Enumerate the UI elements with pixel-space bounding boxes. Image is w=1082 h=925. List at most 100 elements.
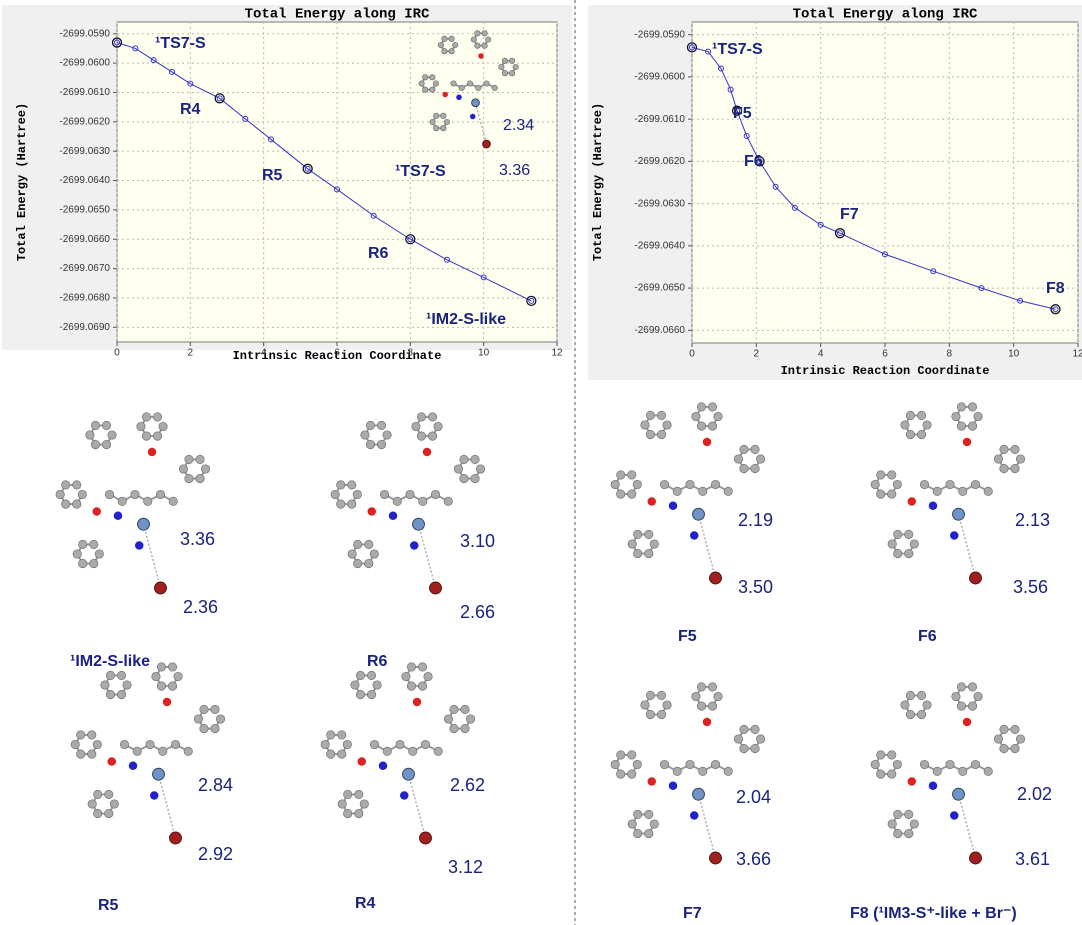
- atom: [957, 683, 966, 692]
- atom: [216, 715, 225, 724]
- atom: [90, 540, 99, 549]
- atom: [660, 760, 669, 769]
- atom: [86, 431, 95, 440]
- structure-label: F5: [678, 628, 697, 645]
- atom: [460, 455, 469, 464]
- atom: [740, 725, 749, 734]
- atom: [633, 549, 642, 558]
- atom: [633, 530, 642, 539]
- atom: [1011, 725, 1020, 734]
- atom: [336, 481, 345, 490]
- atom: [102, 421, 111, 430]
- atom-n: [456, 95, 462, 101]
- atom: [105, 790, 114, 799]
- atom: [628, 820, 637, 829]
- atom: [628, 751, 637, 760]
- atom-n: [690, 531, 699, 540]
- atom: [377, 421, 386, 430]
- atom: [502, 70, 508, 76]
- distance: 2.19: [738, 510, 773, 530]
- atom: [451, 81, 457, 87]
- atom: [893, 829, 902, 838]
- atom: [409, 747, 418, 756]
- atom: [73, 481, 82, 490]
- atom: [353, 559, 362, 568]
- atom: [383, 431, 392, 440]
- atom: [168, 663, 177, 672]
- y-tick-label: -2699.0690: [59, 322, 110, 333]
- distance: 3.36: [180, 529, 215, 549]
- atom: [153, 413, 162, 422]
- atom: [646, 710, 655, 719]
- atom: [76, 731, 85, 740]
- atom-o: [443, 92, 449, 98]
- y-tick-label: -2699.0600: [59, 58, 110, 69]
- atom: [751, 464, 760, 473]
- atom: [366, 421, 375, 430]
- atom-n: [410, 541, 419, 550]
- atom-br: [710, 572, 722, 584]
- distance: 3.56: [1013, 577, 1048, 597]
- atom: [923, 421, 932, 430]
- atom: [893, 810, 902, 819]
- atom: [336, 500, 345, 509]
- atom: [645, 829, 654, 838]
- atom: [380, 490, 389, 499]
- atom: [660, 480, 669, 489]
- atom: [673, 487, 682, 496]
- atom: [628, 770, 637, 779]
- atom: [893, 760, 902, 769]
- atom: [633, 829, 642, 838]
- atom: [430, 75, 436, 81]
- atom: [946, 760, 955, 769]
- atom: [93, 790, 102, 799]
- atom-o: [358, 757, 367, 766]
- atom: [367, 671, 376, 680]
- atom-metal: [413, 518, 425, 530]
- atom: [61, 500, 70, 509]
- y-tick-label: -2699.0590: [634, 29, 685, 40]
- atom-br: [430, 582, 442, 594]
- atom: [888, 540, 897, 549]
- atom: [876, 751, 885, 760]
- atom: [901, 421, 910, 430]
- atom-o: [423, 448, 432, 457]
- atom-br: [170, 832, 182, 844]
- atom: [108, 431, 117, 440]
- atom: [461, 705, 470, 714]
- atom: [650, 820, 659, 829]
- atom: [509, 58, 515, 64]
- atom-n: [690, 811, 699, 820]
- atom: [370, 740, 379, 749]
- atom-n: [389, 512, 398, 521]
- structure-label: F8 (¹IM3-S⁺-like + Br⁻): [850, 905, 1017, 922]
- atom: [78, 559, 87, 568]
- atom: [433, 113, 439, 119]
- x-tick-label: 8: [408, 348, 414, 359]
- atom: [438, 42, 444, 48]
- atom: [454, 465, 463, 474]
- atom: [686, 760, 695, 769]
- atom: [419, 81, 425, 87]
- atom: [905, 549, 914, 558]
- atom: [450, 705, 459, 714]
- y-tick-label: -2699.0640: [634, 240, 685, 251]
- atom: [952, 412, 961, 421]
- atom: [348, 481, 357, 490]
- atom: [361, 431, 370, 440]
- atom: [196, 455, 205, 464]
- atom: [952, 692, 961, 701]
- atom: [628, 490, 637, 499]
- atom: [946, 480, 955, 489]
- atom: [663, 701, 672, 710]
- x-axis-label: Intrinsic Reaction Coordinate: [781, 364, 990, 378]
- atom: [1011, 464, 1020, 473]
- atom-br: [420, 832, 432, 844]
- atom: [616, 471, 625, 480]
- atom: [917, 691, 926, 700]
- atom: [657, 691, 666, 700]
- atom: [711, 480, 720, 489]
- y-tick-label: -2699.0590: [59, 28, 110, 39]
- atom: [211, 724, 220, 733]
- atom: [756, 735, 765, 744]
